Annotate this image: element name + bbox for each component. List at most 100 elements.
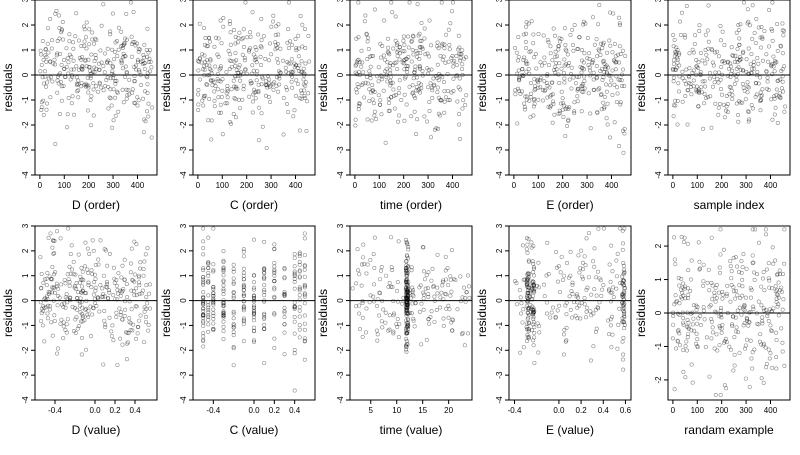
data-point	[604, 116, 609, 121]
data-point	[252, 280, 257, 285]
data-point	[241, 284, 246, 289]
data-point	[277, 82, 282, 87]
data-point	[622, 127, 627, 132]
data-point	[582, 86, 587, 91]
data-point	[404, 330, 409, 335]
data-point	[354, 36, 359, 41]
data-point	[66, 277, 71, 282]
data-point	[415, 2, 420, 7]
data-point	[575, 94, 580, 99]
data-point	[750, 350, 755, 355]
data-point	[231, 311, 236, 316]
data-point	[78, 303, 83, 308]
data-point	[730, 324, 735, 329]
data-point	[767, 307, 772, 312]
data-point	[282, 275, 287, 280]
data-point	[675, 338, 680, 343]
data-point	[606, 65, 611, 70]
data-point	[91, 248, 96, 253]
data-point	[696, 104, 701, 109]
data-point	[201, 302, 206, 307]
data-point	[297, 288, 302, 293]
data-point	[404, 345, 409, 350]
y-tick-label: -1	[336, 96, 345, 104]
data-point	[557, 81, 562, 86]
data-point	[672, 53, 677, 58]
data-point	[93, 285, 98, 290]
data-point	[771, 306, 776, 311]
data-point	[581, 67, 586, 72]
data-point	[405, 342, 410, 347]
data-point	[390, 267, 395, 272]
data-point	[622, 294, 627, 299]
x-tick-label: 0.0	[553, 406, 565, 415]
data-point	[221, 273, 226, 278]
data-point	[292, 305, 297, 310]
data-point	[595, 269, 600, 274]
data-point	[80, 67, 85, 72]
data-point	[270, 81, 275, 86]
data-point	[529, 240, 534, 245]
data-point	[410, 90, 415, 95]
data-point	[73, 317, 78, 322]
data-point	[782, 109, 787, 114]
data-point	[570, 292, 575, 297]
data-point	[772, 69, 777, 74]
data-point	[553, 70, 558, 75]
data-point	[760, 276, 765, 281]
data-point	[272, 273, 277, 278]
data-point	[720, 289, 725, 294]
data-point	[206, 280, 211, 285]
data-point	[690, 380, 695, 385]
data-point	[378, 98, 383, 103]
data-point	[428, 81, 433, 86]
data-point	[550, 99, 555, 104]
data-point	[767, 356, 772, 361]
data-point	[281, 96, 286, 101]
data-point	[598, 41, 603, 46]
data-point	[292, 331, 297, 336]
data-point	[536, 31, 541, 36]
data-point	[268, 83, 273, 88]
data-point	[231, 346, 236, 351]
data-point	[458, 51, 463, 56]
data-point	[400, 301, 405, 306]
data-point	[740, 100, 745, 105]
y-tick-label: -2	[179, 121, 188, 129]
data-point	[620, 228, 625, 233]
data-point	[545, 95, 550, 100]
data-point	[531, 273, 536, 278]
data-point	[404, 280, 409, 285]
data-point	[614, 286, 619, 291]
data-point	[272, 269, 277, 274]
data-point	[719, 92, 724, 97]
data-point	[451, 76, 456, 81]
x-tick-label: 200	[397, 181, 411, 190]
data-point	[775, 292, 780, 297]
data-point	[378, 268, 383, 273]
data-point	[581, 60, 586, 65]
data-point	[745, 80, 750, 85]
data-point	[404, 279, 409, 284]
data-point	[562, 327, 567, 332]
data-point	[729, 276, 734, 281]
data-point	[79, 84, 84, 89]
data-point	[55, 51, 60, 56]
data-point	[297, 268, 302, 273]
data-point	[779, 86, 784, 91]
data-point	[260, 76, 265, 81]
y-tick-label: 0	[654, 310, 663, 315]
data-point	[755, 70, 760, 75]
data-point	[133, 101, 138, 106]
data-point	[132, 79, 137, 84]
data-point	[678, 32, 683, 37]
data-point	[127, 77, 132, 82]
data-point	[415, 117, 420, 122]
data-point	[398, 51, 403, 56]
data-point	[381, 53, 386, 58]
data-point	[620, 339, 625, 344]
data-point	[756, 299, 761, 304]
data-point	[686, 325, 691, 330]
data-point	[531, 289, 536, 294]
data-point	[297, 260, 302, 265]
